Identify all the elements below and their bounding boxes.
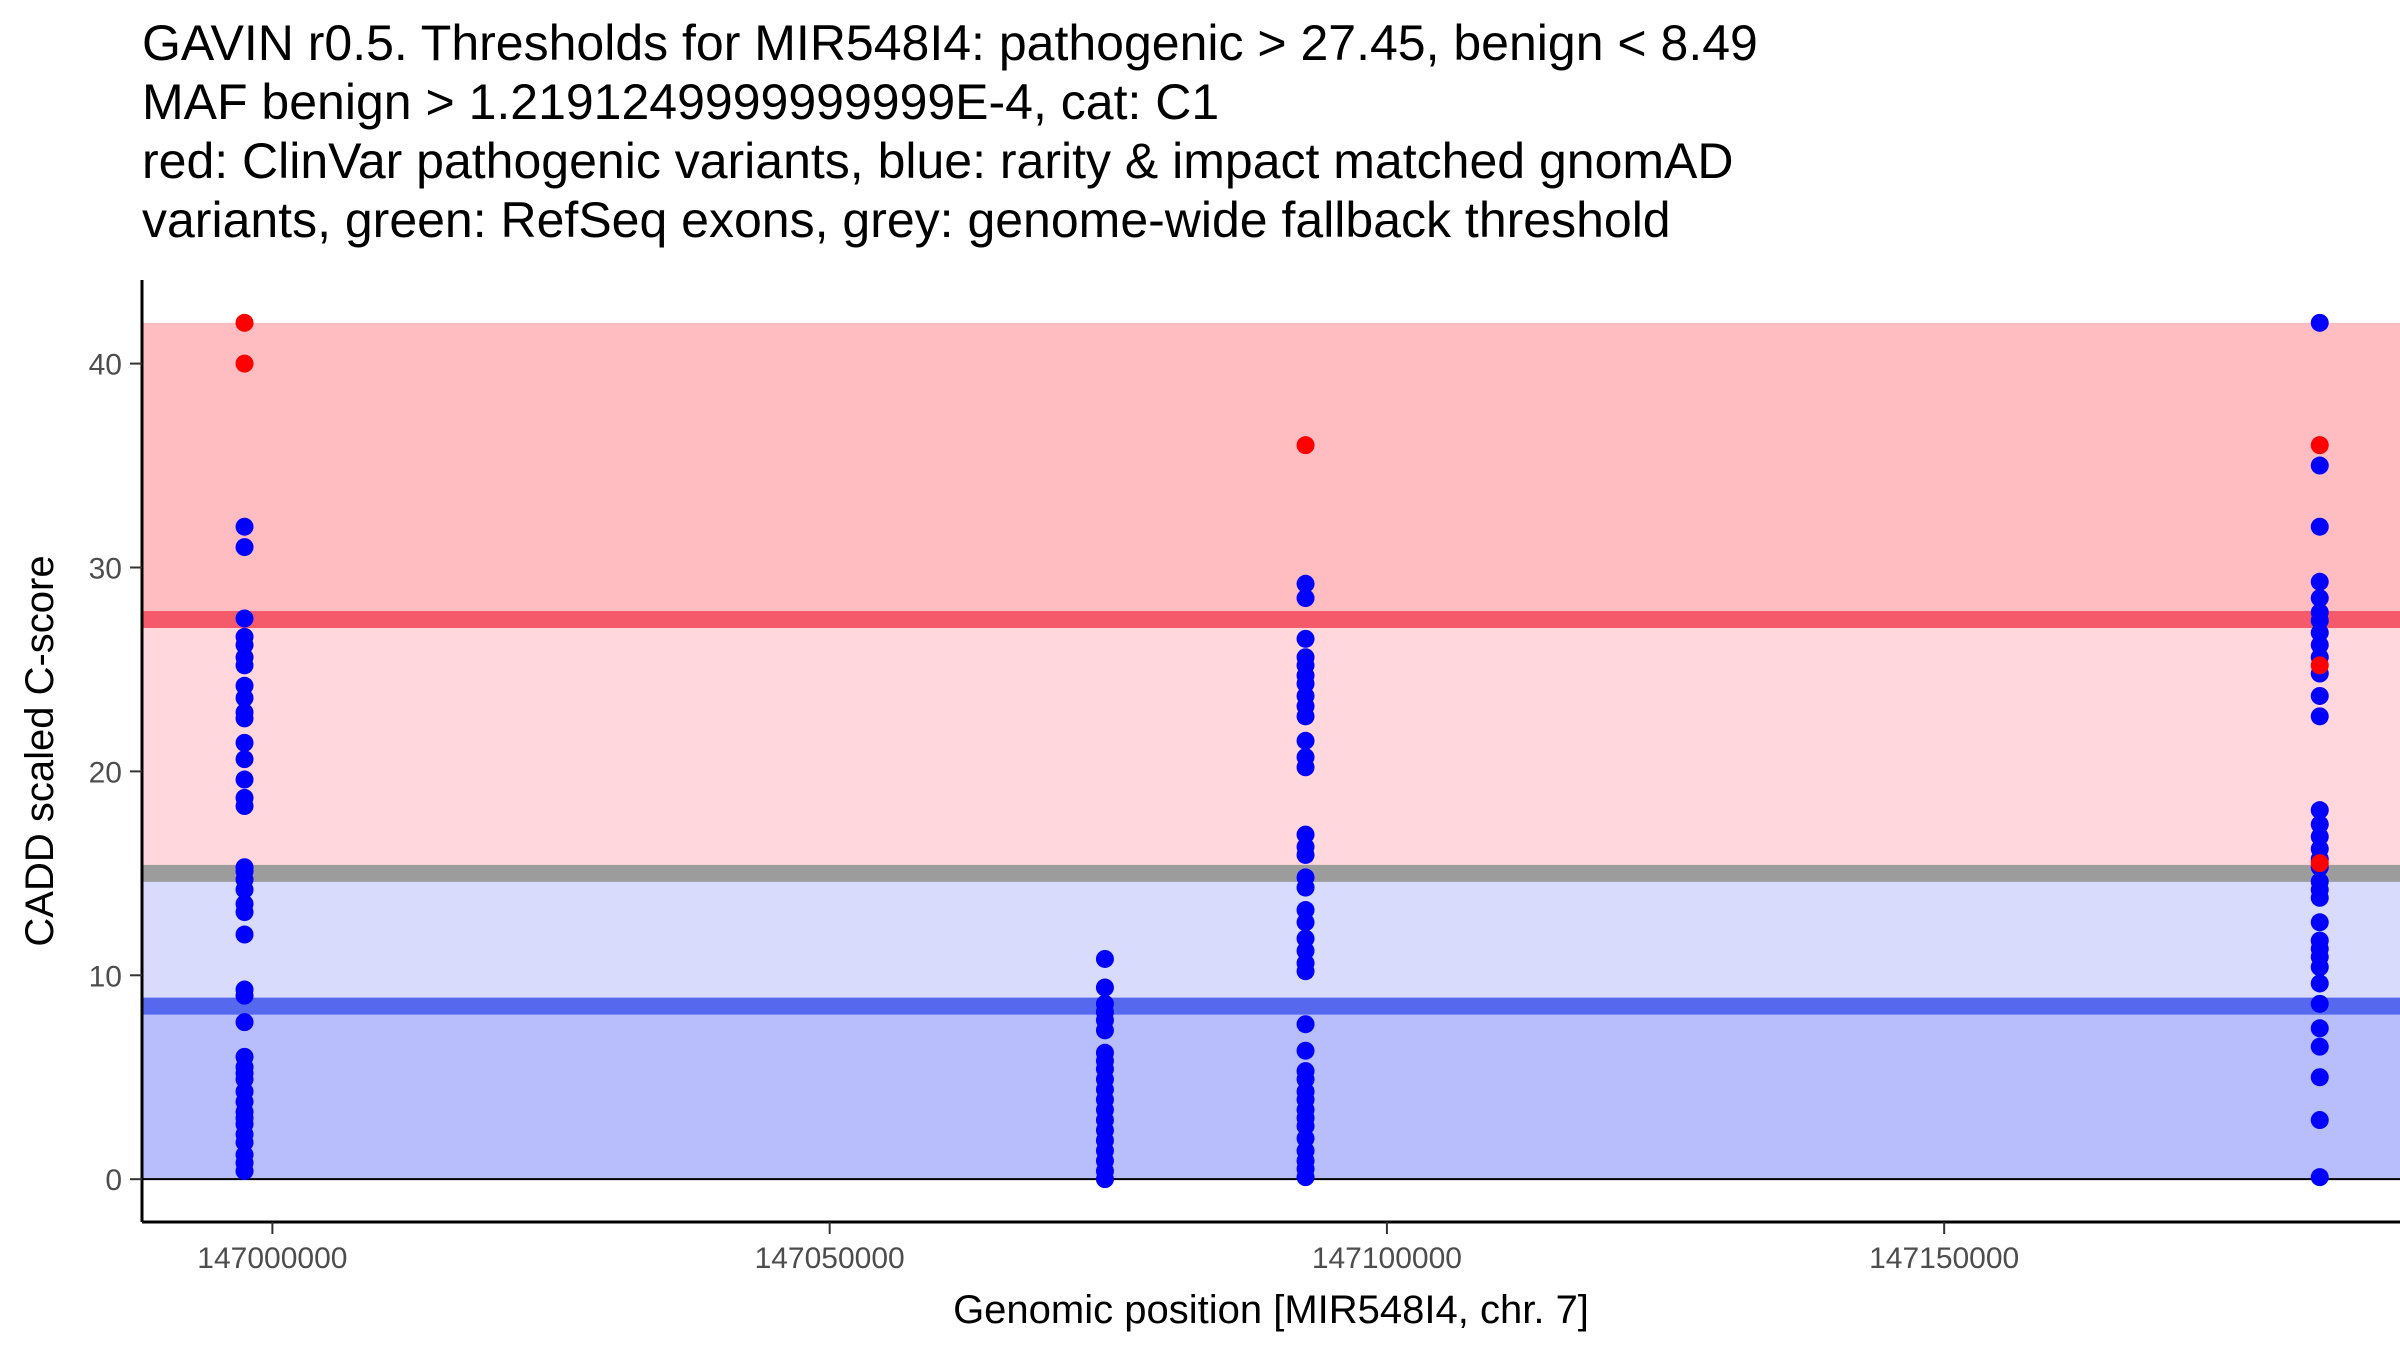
uncertain-pathogenic-zone bbox=[142, 619, 2400, 874]
y-tick-label: 10 bbox=[89, 960, 122, 993]
gnomad-point bbox=[1095, 1043, 1114, 1062]
gnomad-point bbox=[2310, 456, 2329, 475]
gnomad-point bbox=[1296, 731, 1315, 750]
threshold-lines bbox=[142, 610, 2400, 1181]
title-line-3: red: ClinVar pathogenic variants, blue: … bbox=[142, 133, 1734, 189]
title-line-4: variants, green: RefSeq exons, grey: gen… bbox=[142, 192, 1671, 248]
gnomad-point bbox=[1296, 825, 1315, 844]
y-axis-title: CADD scaled C-score bbox=[18, 555, 62, 946]
gnomad-point bbox=[2310, 974, 2329, 993]
clinvar-point bbox=[2310, 656, 2329, 675]
gnomad-point bbox=[2310, 872, 2329, 891]
gnomad-point bbox=[1296, 574, 1315, 593]
gnomad-point bbox=[1296, 929, 1315, 948]
x-tick-label: 147050000 bbox=[755, 1242, 905, 1275]
threshold-zones bbox=[142, 322, 2400, 1180]
gnomad-point bbox=[2310, 801, 2329, 820]
title-line-2: MAF benign > 1.2191249999999999E-4, cat:… bbox=[142, 74, 1220, 130]
gnomad-point bbox=[1296, 589, 1315, 608]
gnomad-point bbox=[2310, 1068, 2329, 1087]
gnomad-point bbox=[235, 703, 254, 722]
data-points bbox=[235, 313, 2329, 1189]
gnomad-point bbox=[2310, 589, 2329, 608]
x-axis-title: Genomic position [MIR548I4, chr. 7] bbox=[953, 1288, 1589, 1332]
gnomad-point bbox=[235, 1047, 254, 1066]
gnomad-point bbox=[2310, 707, 2329, 726]
gnomad-point bbox=[235, 788, 254, 807]
gnomad-point bbox=[235, 609, 254, 628]
y-tick-label: 40 bbox=[89, 349, 122, 382]
x-tick-label: 147000000 bbox=[197, 1242, 347, 1275]
gnomad-point bbox=[235, 770, 254, 789]
clinvar-point bbox=[235, 313, 254, 332]
gnomad-point bbox=[2310, 686, 2329, 705]
gnomad-point bbox=[2310, 517, 2329, 536]
clinvar-point bbox=[1296, 436, 1315, 455]
gnomad-point bbox=[235, 980, 254, 999]
gnomad-point bbox=[2310, 913, 2329, 932]
gnomad-point bbox=[1296, 868, 1315, 887]
gnomad-point bbox=[1296, 648, 1315, 667]
title-line-1: GAVIN r0.5. Thresholds for MIR548I4: pat… bbox=[142, 15, 1758, 71]
gnomad-point bbox=[1296, 901, 1315, 920]
gnomad-point bbox=[2310, 572, 2329, 591]
gnomad-point bbox=[235, 627, 254, 646]
gnomad-point bbox=[235, 538, 254, 557]
gnomad-point bbox=[1095, 994, 1114, 1013]
gnomad-point bbox=[235, 517, 254, 536]
gnomad-point bbox=[235, 858, 254, 877]
gnomad-point bbox=[235, 1013, 254, 1032]
benign-zone bbox=[142, 1006, 2400, 1180]
gnomad-point bbox=[1095, 949, 1114, 968]
gnomad-point bbox=[235, 925, 254, 944]
gnomad-point bbox=[2310, 931, 2329, 950]
gnomad-point bbox=[1296, 1015, 1315, 1034]
gnomad-point bbox=[1296, 1041, 1315, 1060]
clinvar-point bbox=[2310, 436, 2329, 455]
gnomad-point bbox=[2310, 1168, 2329, 1187]
gnomad-point bbox=[2310, 313, 2329, 332]
gnomad-point bbox=[235, 750, 254, 769]
gnomad-point bbox=[235, 894, 254, 913]
gnomad-point bbox=[1095, 978, 1114, 997]
pathogenic-zone bbox=[142, 322, 2400, 620]
gnomad-point bbox=[235, 733, 254, 752]
gnomad-point bbox=[2310, 815, 2329, 834]
gnomad-point bbox=[235, 676, 254, 695]
y-tick-label: 0 bbox=[105, 1164, 122, 1197]
gnomad-point bbox=[2310, 603, 2329, 622]
gnomad-point bbox=[1296, 1062, 1315, 1081]
y-tick-label: 20 bbox=[89, 756, 122, 789]
gnomad-point bbox=[2310, 1111, 2329, 1130]
clinvar-point bbox=[2310, 854, 2329, 873]
x-tick-label: 147150000 bbox=[1869, 1242, 2019, 1275]
clinvar-point bbox=[235, 354, 254, 373]
y-tick-label: 30 bbox=[89, 552, 122, 585]
uncertain-benign-zone bbox=[142, 881, 2400, 1007]
chart-title: GAVIN r0.5. Thresholds for MIR548I4: pat… bbox=[142, 14, 1758, 250]
x-tick-label: 147100000 bbox=[1312, 1242, 1462, 1275]
axes: 0 10 20 30 40 147000000 147050000 147100000 1471… bbox=[89, 280, 2400, 1275]
gnomad-point bbox=[1296, 748, 1315, 767]
gnomad-point bbox=[2310, 1019, 2329, 1038]
gnomad-point bbox=[1296, 629, 1315, 648]
gnomad-point bbox=[2310, 994, 2329, 1013]
gnomad-point bbox=[2310, 1037, 2329, 1056]
